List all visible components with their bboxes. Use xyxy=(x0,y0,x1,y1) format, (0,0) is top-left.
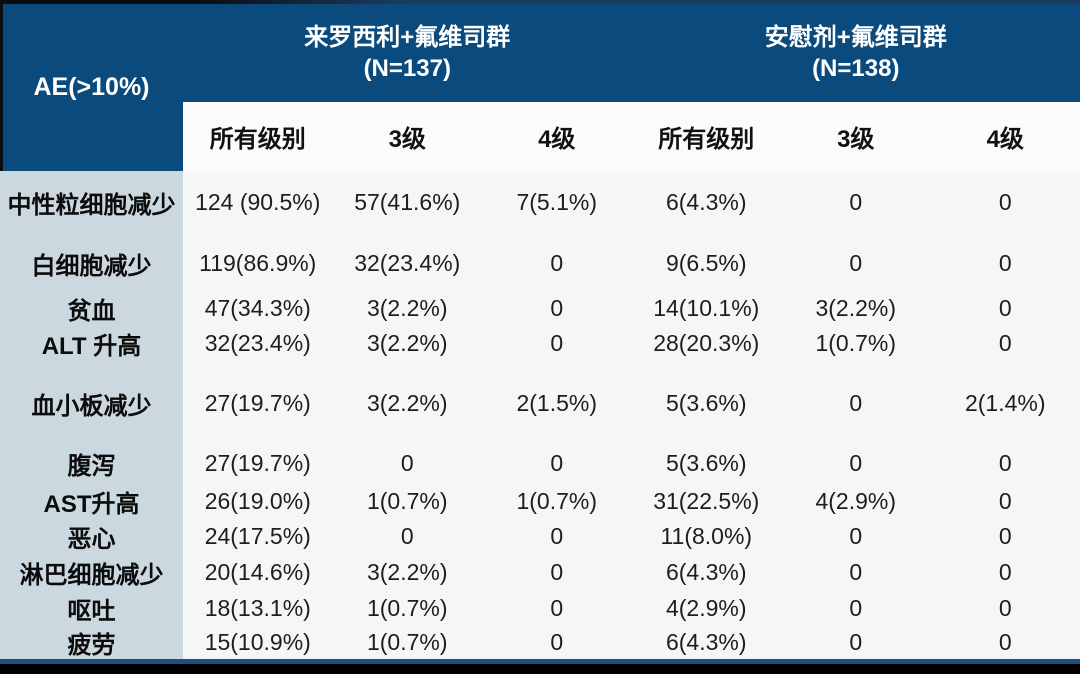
table-cell: 0 xyxy=(482,234,632,293)
left-border-strip xyxy=(0,0,3,171)
table-cell: 0 xyxy=(482,590,632,626)
table-cell: 0 xyxy=(482,323,632,363)
row-label: 血小板减少 xyxy=(0,363,183,443)
table-cell: 7(5.1%) xyxy=(482,171,632,234)
table-cell: 1(0.7%) xyxy=(332,626,482,659)
table-cell: 3(2.2%) xyxy=(781,293,931,323)
table-cell: 0 xyxy=(930,519,1080,554)
row-label: 呕吐 xyxy=(0,590,183,626)
table-cell: 0 xyxy=(332,443,482,483)
table-cell: 9(6.5%) xyxy=(631,234,781,293)
table-cell: 3(2.2%) xyxy=(332,554,482,590)
table-cell: 3(2.2%) xyxy=(332,293,482,323)
table-cell: 1(0.7%) xyxy=(781,323,931,363)
table-cell: 124 (90.5%) xyxy=(183,171,333,234)
row-label: 淋巴细胞减少 xyxy=(0,554,183,590)
row-label: 中性粒细胞减少 xyxy=(0,171,183,234)
table-cell: 0 xyxy=(781,554,931,590)
adverse-events-table: AE(>10%) 来罗西利+氟维司群 (N=137) 安慰剂+氟维司群 (N=1… xyxy=(0,4,1080,659)
table-cell: 0 xyxy=(930,590,1080,626)
table-cell: 11(8.0%) xyxy=(631,519,781,554)
group-n-count: (N=138) xyxy=(812,55,900,82)
table-cell: 18(13.1%) xyxy=(183,590,333,626)
table-cell: 0 xyxy=(930,293,1080,323)
table-cell: 3(2.2%) xyxy=(332,323,482,363)
row-label: 疲劳 xyxy=(0,626,183,659)
table-cell: 14(10.1%) xyxy=(631,293,781,323)
table-cell: 0 xyxy=(930,323,1080,363)
table-cell: 3(2.2%) xyxy=(332,363,482,443)
table-cell: 0 xyxy=(482,519,632,554)
table-cell: 1(0.7%) xyxy=(482,483,632,519)
table-cell: 24(17.5%) xyxy=(183,519,333,554)
table-cell: 0 xyxy=(781,590,931,626)
table-cell: 5(3.6%) xyxy=(631,443,781,483)
subheader-all-grades: 所有级别 xyxy=(183,102,333,171)
table-cell: 6(4.3%) xyxy=(631,554,781,590)
row-label: 恶心 xyxy=(0,519,183,554)
table-cell: 28(20.3%) xyxy=(631,323,781,363)
subheader-grade4: 4级 xyxy=(930,102,1080,171)
subheader-grade3: 3级 xyxy=(332,102,482,171)
table-cell: 5(3.6%) xyxy=(631,363,781,443)
table-cell: 119(86.9%) xyxy=(183,234,333,293)
group-n-count: (N=137) xyxy=(363,55,451,82)
corner-header-ae: AE(>10%) xyxy=(0,4,183,171)
bottom-black-bar xyxy=(0,664,1080,674)
subheader-all-grades: 所有级别 xyxy=(631,102,781,171)
table-cell: 57(41.6%) xyxy=(332,171,482,234)
table-cell: 26(19.0%) xyxy=(183,483,333,519)
table-cell: 2(1.4%) xyxy=(930,363,1080,443)
table-cell: 0 xyxy=(781,363,931,443)
table-cell: 4(2.9%) xyxy=(631,590,781,626)
table-cell: 6(4.3%) xyxy=(631,626,781,659)
table-cell: 0 xyxy=(482,443,632,483)
table-cell: 0 xyxy=(781,626,931,659)
row-label: 腹泻 xyxy=(0,443,183,483)
group-header-placebo: 安慰剂+氟维司群 (N=138) xyxy=(631,4,1080,102)
table-cell: 0 xyxy=(930,483,1080,519)
table-cell: 1(0.7%) xyxy=(332,483,482,519)
row-label: 白细胞减少 xyxy=(0,234,183,293)
table-cell: 1(0.7%) xyxy=(332,590,482,626)
table-cell: 32(23.4%) xyxy=(332,234,482,293)
table-cell: 0 xyxy=(930,443,1080,483)
group-header-ribociclib: 来罗西利+氟维司群 (N=137) xyxy=(183,4,632,102)
table-cell: 47(34.3%) xyxy=(183,293,333,323)
table-cell: 32(23.4%) xyxy=(183,323,333,363)
table-cell: 0 xyxy=(482,626,632,659)
subheader-grade3: 3级 xyxy=(781,102,931,171)
table-cell: 0 xyxy=(930,234,1080,293)
table-cell: 31(22.5%) xyxy=(631,483,781,519)
bottom-blue-line xyxy=(0,659,1080,664)
table-cell: 27(19.7%) xyxy=(183,443,333,483)
table-cell: 0 xyxy=(781,234,931,293)
table-cell: 2(1.5%) xyxy=(482,363,632,443)
table-cell: 0 xyxy=(930,171,1080,234)
table-cell: 0 xyxy=(781,171,931,234)
table-cell: 4(2.9%) xyxy=(781,483,931,519)
table-cell: 0 xyxy=(482,293,632,323)
subheader-grade4: 4级 xyxy=(482,102,632,171)
row-label: AST升高 xyxy=(0,483,183,519)
row-label: ALT 升高 xyxy=(0,323,183,363)
group-title: 安慰剂+氟维司群 xyxy=(764,23,947,51)
table-cell: 20(14.6%) xyxy=(183,554,333,590)
table-cell: 0 xyxy=(332,519,482,554)
table-cell: 0 xyxy=(930,626,1080,659)
table-cell: 0 xyxy=(781,443,931,483)
table-cell: 0 xyxy=(781,519,931,554)
top-border-strip xyxy=(0,0,1080,4)
row-label: 贫血 xyxy=(0,293,183,323)
table-cell: 6(4.3%) xyxy=(631,171,781,234)
table-cell: 0 xyxy=(482,554,632,590)
table-cell: 27(19.7%) xyxy=(183,363,333,443)
group-title: 来罗西利+氟维司群 xyxy=(304,23,511,51)
table-cell: 0 xyxy=(930,554,1080,590)
table-cell: 15(10.9%) xyxy=(183,626,333,659)
